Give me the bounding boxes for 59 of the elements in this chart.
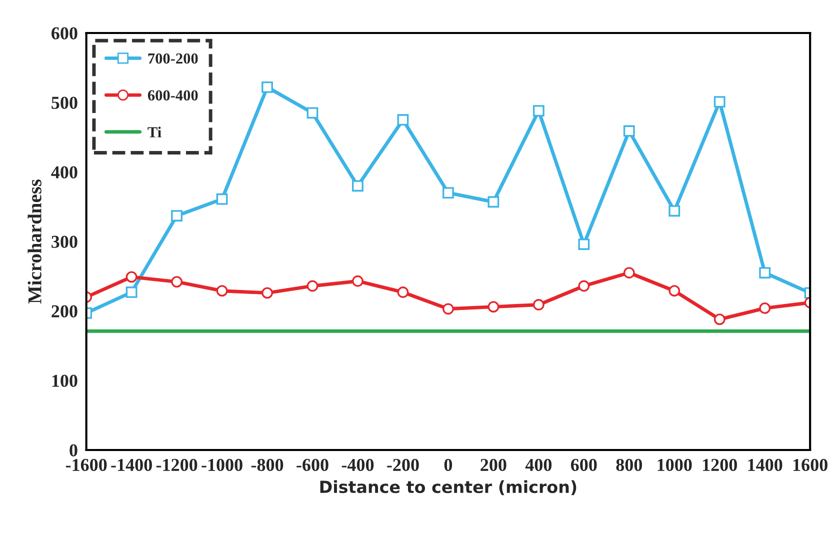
- y-tick-label: 400: [51, 166, 78, 178]
- point: [668, 205, 680, 217]
- x-tick-label: 1600: [793, 458, 828, 472]
- point: [171, 210, 182, 222]
- point: [262, 81, 273, 93]
- point: [442, 187, 454, 199]
- y-tick-label: 200: [52, 305, 78, 318]
- point: [714, 96, 726, 108]
- y-tick-label: 500: [52, 96, 78, 109]
- x-tick-label: 200: [480, 458, 506, 472]
- legend-label: Ti: [148, 126, 162, 138]
- point: [352, 180, 364, 192]
- x-tick-label: 800: [616, 458, 642, 472]
- y-tick-label: 600: [52, 27, 78, 40]
- x-tick-label: 1400: [748, 458, 782, 472]
- point: [126, 271, 138, 283]
- legend-label: 600-400: [148, 90, 198, 101]
- x-tick-label: -400: [342, 458, 374, 472]
- y-tick-label: 0: [70, 444, 78, 456]
- point: [352, 275, 364, 287]
- point: [171, 276, 182, 288]
- y-tick-label: 100: [52, 374, 78, 387]
- point: [306, 107, 318, 119]
- point: [623, 267, 635, 278]
- x-tick-label: 0: [444, 458, 452, 472]
- point: [578, 280, 590, 292]
- x-tick-label: 1200: [703, 458, 737, 472]
- x-tick-label: 1000: [658, 458, 692, 472]
- x-tick-label: -1400: [111, 458, 152, 472]
- point: [442, 303, 454, 315]
- point: [397, 286, 409, 298]
- point: [759, 267, 771, 278]
- x-tick-label: -1200: [156, 458, 198, 472]
- point: [488, 301, 500, 313]
- point: [262, 287, 273, 299]
- point: [532, 105, 544, 117]
- point: [714, 314, 726, 326]
- point: [126, 286, 138, 298]
- point: [578, 238, 590, 250]
- x-axis-title: Distance to center (micron): [320, 480, 576, 496]
- point: [397, 114, 409, 126]
- y-tick-label: 300: [52, 236, 78, 248]
- y-axis-title: Microhardness: [28, 179, 42, 304]
- x-tick-label: -1000: [202, 458, 242, 472]
- x-tick-label: -800: [251, 458, 284, 472]
- point: [532, 299, 544, 310]
- legend-label: 700-200: [148, 53, 198, 64]
- point: [759, 302, 771, 314]
- x-tick-label: -200: [387, 458, 419, 472]
- x-tick-label: 600: [570, 458, 597, 472]
- point: [306, 280, 318, 292]
- point: [216, 193, 228, 205]
- x-tick-label: -1600: [66, 458, 107, 472]
- point: [488, 196, 500, 208]
- x-tick-label: -600: [296, 458, 328, 472]
- point: [668, 285, 680, 297]
- point: [623, 125, 635, 137]
- point: [216, 285, 228, 297]
- x-tick-label: 400: [525, 458, 552, 472]
